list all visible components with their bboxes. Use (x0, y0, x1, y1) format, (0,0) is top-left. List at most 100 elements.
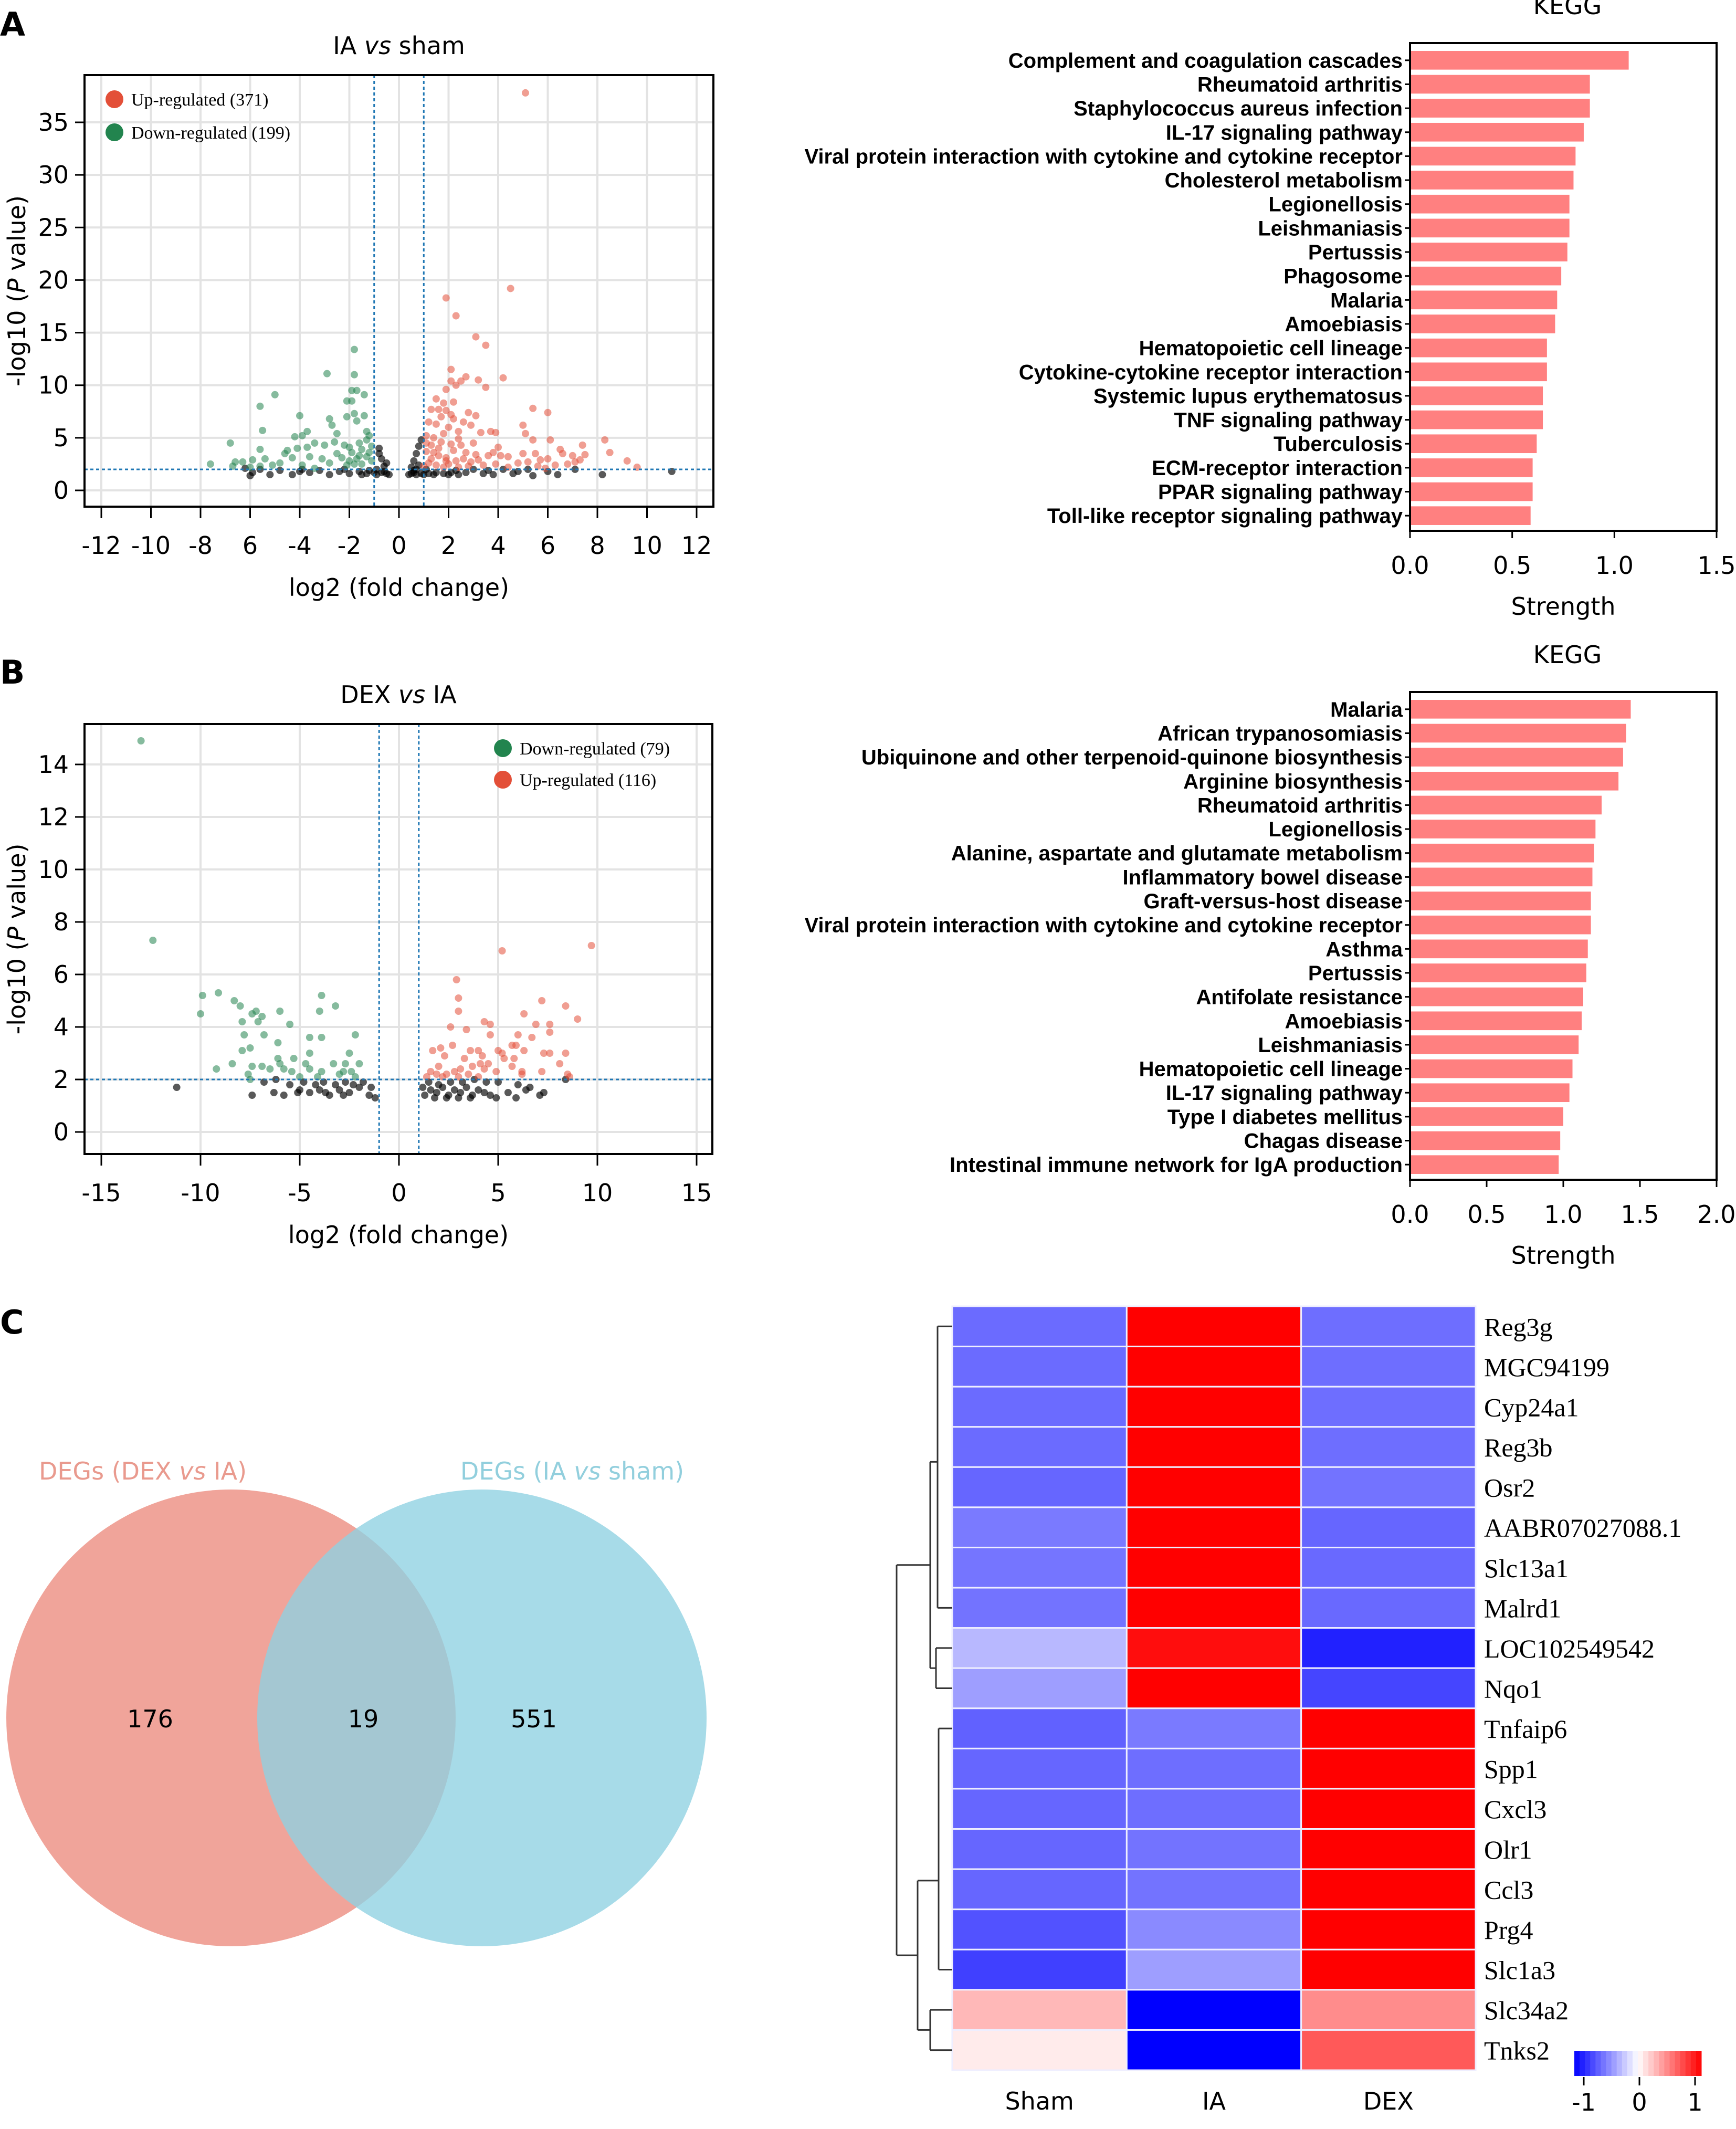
data-point-ns (359, 1078, 367, 1086)
data-point-down (215, 989, 223, 997)
data-point-ns (296, 1086, 303, 1094)
bar (1410, 362, 1547, 382)
bar (1410, 194, 1570, 214)
data-point-ns (410, 457, 418, 465)
heatmap-cell (1300, 1908, 1477, 1950)
bar (1410, 482, 1533, 501)
x-tick-label: 1.5 (1621, 1200, 1659, 1229)
y-tick-label: 15 (38, 319, 69, 347)
y-axis-label: -log10 (P value) (3, 195, 31, 386)
heatmap-cell (1125, 2029, 1302, 2071)
data-point-ns (529, 471, 537, 479)
category-label: ECM-receptor interaction (1152, 457, 1403, 480)
data-point-down (228, 1060, 236, 1067)
y-axis-label-part: value) (3, 195, 31, 278)
data-point-ns (427, 1086, 435, 1094)
y-tick-label: 14 (38, 750, 69, 779)
category-label: Rheumatoid arthritis (1197, 794, 1403, 817)
x-tick-label: -10 (131, 531, 171, 560)
data-point-down (238, 1047, 246, 1054)
venn-set-label-ia-vs-sham-part: DEGs (IA (460, 1457, 574, 1485)
bar (1410, 434, 1537, 454)
data-point-ns (375, 444, 383, 452)
data-point-ns (270, 1089, 278, 1096)
data-point-up (449, 446, 457, 454)
data-point-up (452, 312, 460, 320)
data-point-down (332, 1002, 340, 1010)
data-point-down (365, 448, 373, 456)
colorbar-segment (1632, 2051, 1638, 2076)
bar (1410, 700, 1631, 719)
colorbar-segment (1654, 2051, 1659, 2076)
kegg-bar-chart-a: KEGG Complement and coagulation cascadesR… (804, 0, 1735, 621)
data-point-up (457, 1065, 465, 1073)
x-axis-label: Strength (1511, 1241, 1616, 1270)
colorbar-segment (1648, 2051, 1654, 2076)
y-tick-label: 35 (38, 108, 69, 137)
heatmap-cell (1300, 1506, 1477, 1548)
data-point-down (149, 937, 157, 944)
data-point-down (345, 457, 353, 465)
data-point-up (551, 461, 559, 469)
x-tick-label: 15 (681, 1179, 712, 1207)
data-point-up (479, 461, 487, 469)
data-point-up (486, 1031, 494, 1039)
x-tick-label: -15 (81, 1179, 121, 1207)
data-point-up (465, 1071, 472, 1078)
data-point-down (360, 391, 368, 398)
heatmap-cell (1125, 1305, 1302, 1348)
legend-marker-up (494, 771, 512, 789)
data-point-down (358, 445, 366, 453)
data-point-ns (345, 1089, 353, 1096)
data-point-ns (509, 469, 517, 477)
data-point-up (467, 1047, 475, 1054)
heatmap-cell (951, 1868, 1128, 1911)
data-point-down (206, 460, 214, 468)
bar (1410, 915, 1591, 935)
venn-set-label-ia-vs-sham: DEGs (IA vs sham) (460, 1457, 684, 1485)
category-label: IL-17 signaling pathway (1166, 121, 1403, 144)
data-point-down (350, 410, 358, 417)
data-point-up (468, 1063, 476, 1070)
venn-set-label-dex-vs-ia-part: DEGs (DEX (39, 1457, 179, 1485)
legend-marker-down (106, 123, 123, 141)
venn-count-dex-only: 176 (127, 1705, 173, 1733)
data-point-up (606, 448, 614, 456)
data-point-down (261, 455, 269, 463)
heatmap-cell (951, 1627, 1128, 1669)
heatmap-cell (1125, 1506, 1302, 1548)
data-point-ns (462, 468, 470, 476)
data-point-ns (375, 449, 383, 457)
heatmap-cell (1300, 1828, 1477, 1870)
data-point-up (529, 404, 537, 412)
data-point-up (562, 1050, 570, 1057)
plot-frame (1409, 42, 1718, 532)
data-point-down (303, 443, 311, 451)
data-point-down (323, 370, 331, 377)
heatmap-cell (1125, 1828, 1302, 1870)
category-label: Cholesterol metabolism (1165, 169, 1403, 192)
category-label: Alanine, aspartate and glutamate metabol… (951, 842, 1403, 865)
colorbar-segment (1669, 2051, 1676, 2076)
row-label: Prg4 (1484, 1915, 1533, 1945)
row-label: Cxcl3 (1484, 1795, 1546, 1824)
data-point-down (276, 459, 284, 467)
bar (1410, 939, 1588, 959)
heatmap-cell (951, 1707, 1128, 1749)
colorbar-segment (1696, 2051, 1702, 2076)
heatmap: Reg3g MGC94199 Cyp24a1 Reg3b Osr2 AABR0702708… (896, 1305, 1703, 2116)
data-point-ns (332, 1081, 340, 1088)
data-point-up (504, 453, 512, 460)
data-point-up (465, 462, 472, 470)
data-point-up (432, 461, 440, 469)
data-point-ns (419, 1084, 427, 1091)
row-label: Reg3b (1484, 1433, 1553, 1462)
data-point-up (578, 441, 586, 449)
data-point-up (449, 398, 457, 406)
colorbar-segment (1680, 2051, 1686, 2076)
data-point-down (256, 462, 264, 470)
colorbar-segment (1690, 2051, 1697, 2076)
data-point-up (447, 377, 455, 385)
data-point-down (252, 1008, 260, 1015)
data-point-up (546, 1050, 554, 1057)
